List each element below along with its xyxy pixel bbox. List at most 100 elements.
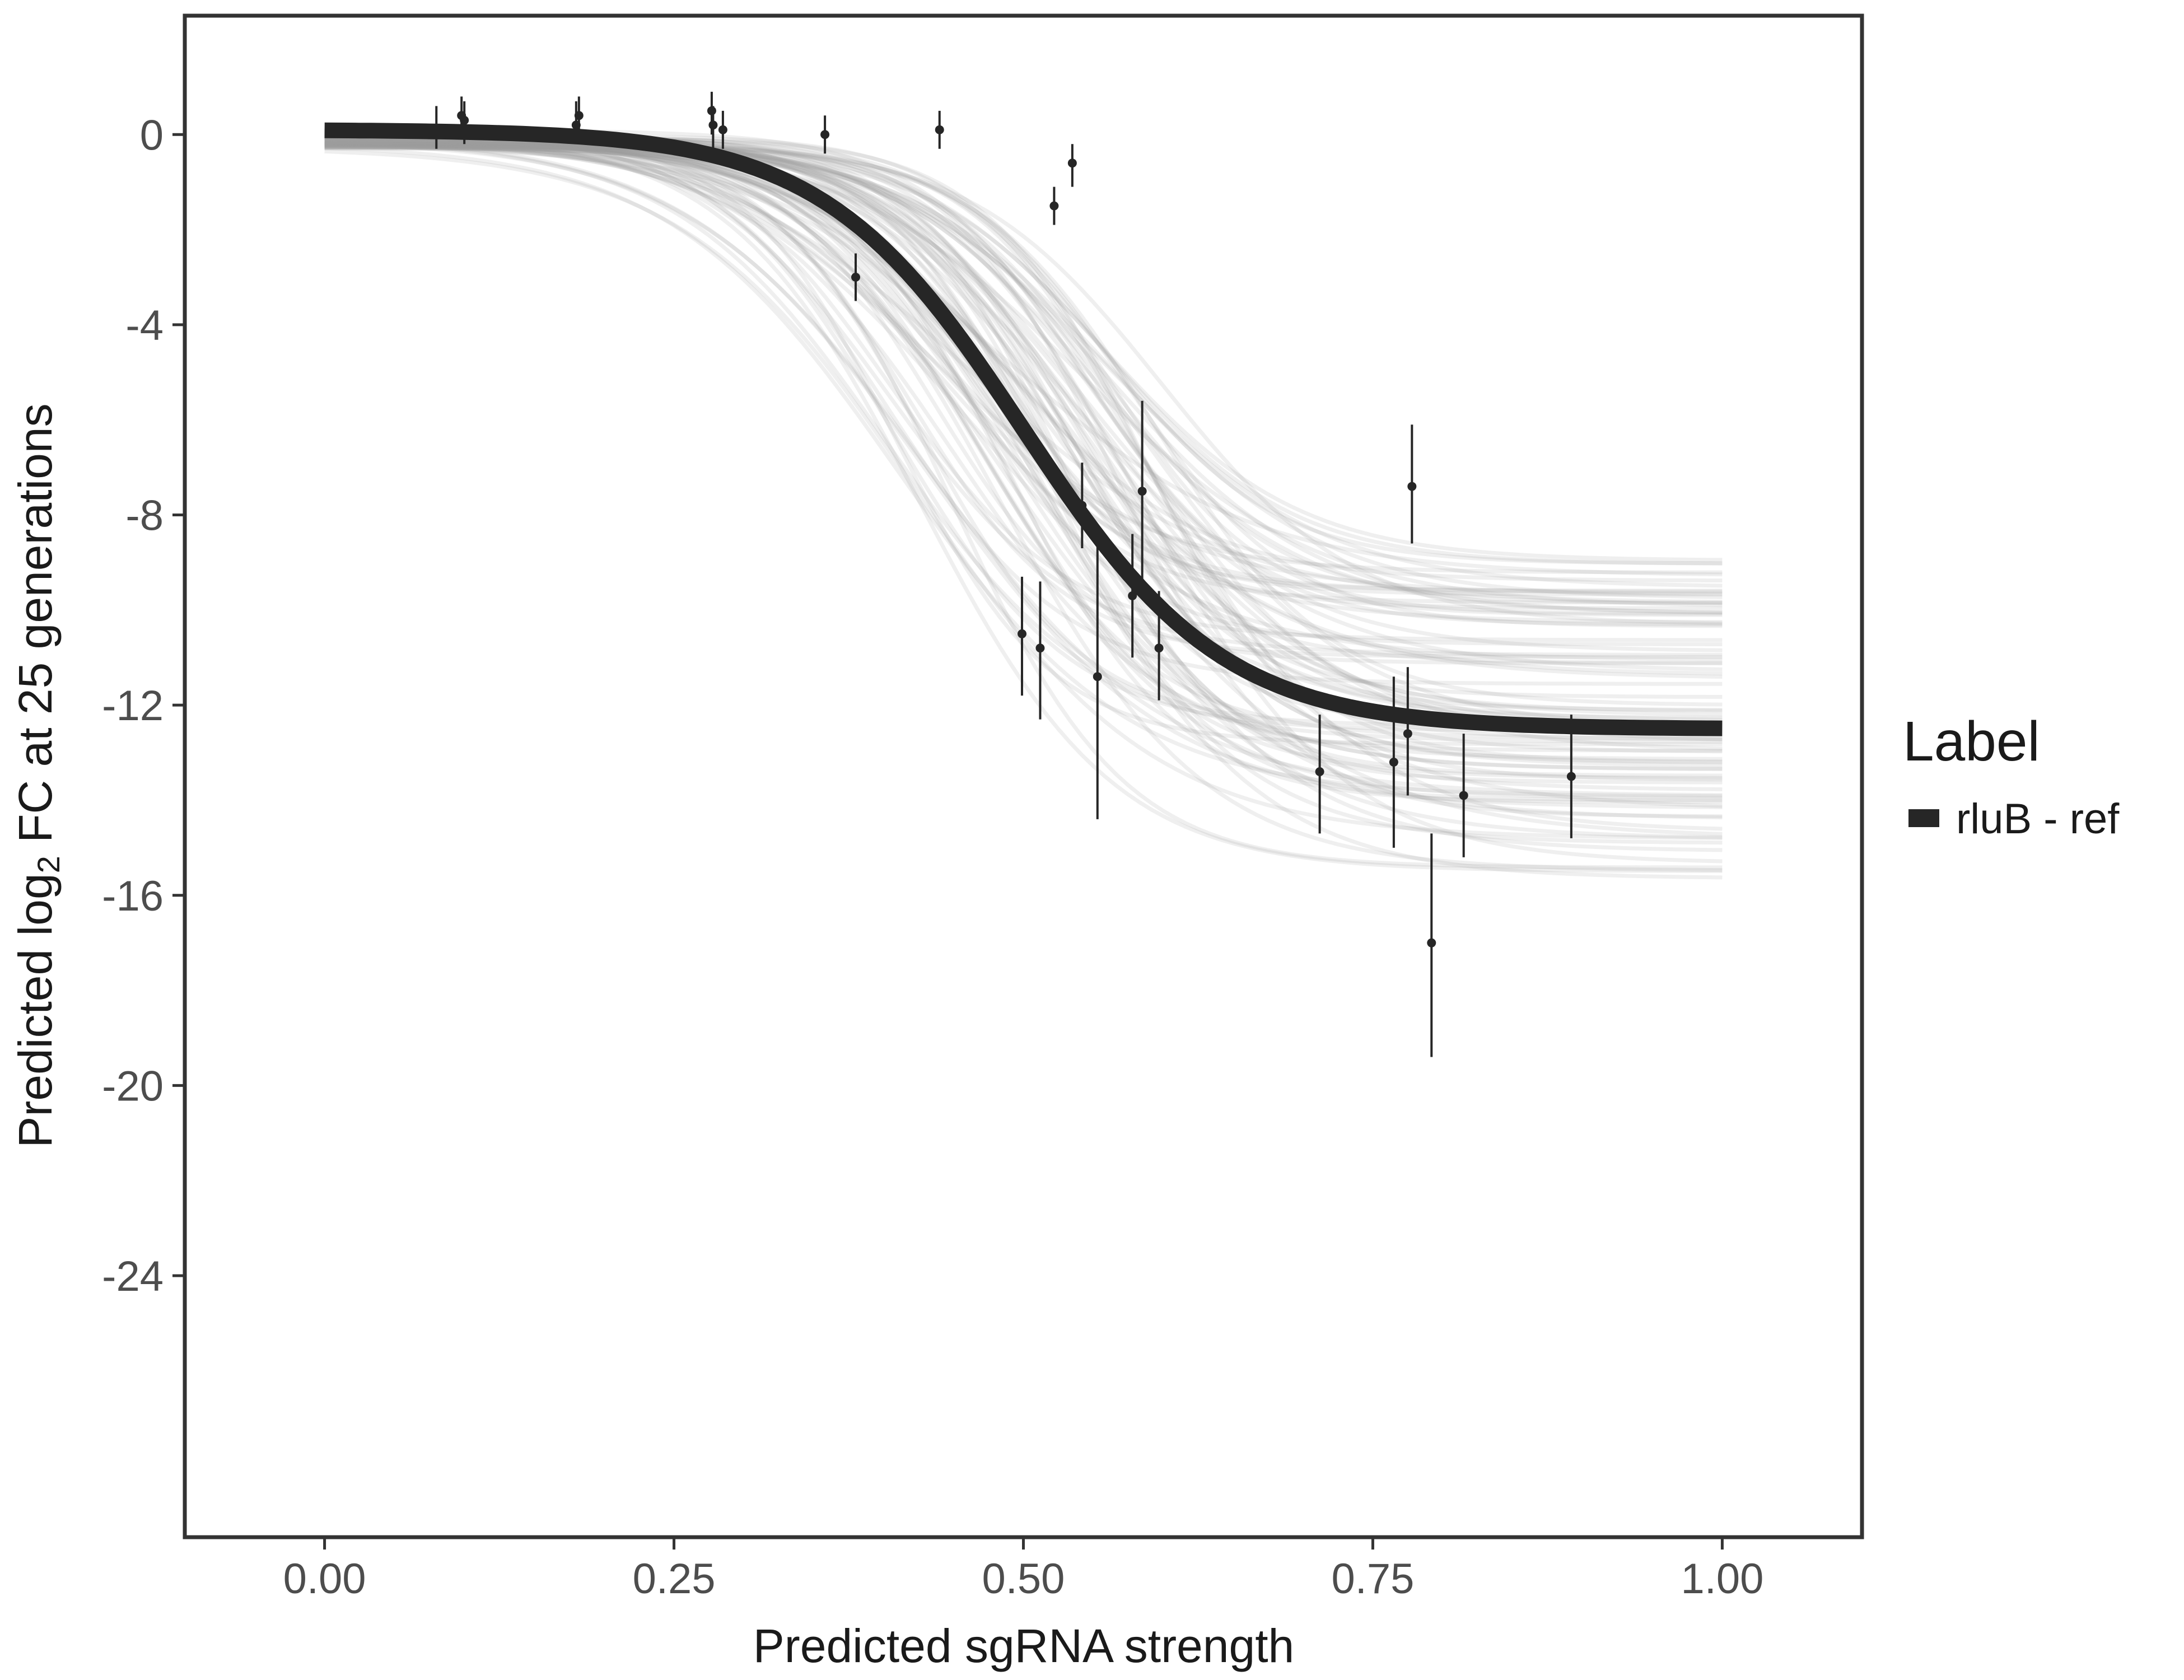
data-point (1154, 643, 1164, 653)
posterior-curve (324, 136, 1723, 659)
posterior-curve (324, 143, 1723, 699)
panel-border (183, 13, 1864, 1539)
posterior-curve (324, 138, 1723, 575)
posterior-curve (324, 143, 1723, 588)
posterior-curve (324, 144, 1723, 780)
data-point (1389, 758, 1398, 767)
posterior-curve (324, 141, 1723, 617)
posterior-curve (324, 130, 1723, 642)
x-axis-title: Predicted sgRNA strength (753, 1620, 1295, 1672)
fit-curve-layer (324, 122, 1723, 736)
data-point (1566, 772, 1576, 781)
posterior-curve (324, 141, 1723, 605)
data-point (1407, 482, 1417, 491)
posterior-curve (324, 141, 1723, 761)
y-tick-label: 0 (140, 111, 164, 159)
data-point (1137, 487, 1147, 496)
posterior-curve (324, 143, 1723, 791)
posterior-curve (324, 149, 1723, 840)
posterior-curve (324, 144, 1723, 566)
y-axis-title-subscript: 2 (31, 856, 66, 873)
posterior-curve (324, 143, 1723, 870)
posterior-curve (324, 141, 1723, 764)
posterior-curve (324, 141, 1723, 626)
data-point (432, 125, 441, 134)
data-point (460, 115, 469, 125)
x-axis: 0.00 0.25 0.50 0.75 1.00 (283, 1539, 1763, 1603)
posterior-curve (324, 146, 1723, 610)
legend-label: rluB - ref (1956, 795, 2120, 843)
posterior-curve (324, 141, 1723, 577)
posterior-curve (324, 135, 1723, 839)
data-point (820, 130, 830, 139)
data-point (1128, 591, 1137, 600)
posterior-curves (324, 128, 1723, 880)
data-point (1093, 672, 1102, 682)
data-point (1427, 938, 1436, 948)
posterior-curve (324, 143, 1723, 628)
y-tick-label: -20 (102, 1062, 164, 1110)
posterior-curve (324, 134, 1723, 722)
posterior-curve (324, 136, 1723, 657)
data-point (707, 106, 716, 115)
legend-title: Label (1903, 710, 2040, 773)
posterior-curve (324, 139, 1723, 596)
posterior-curve (324, 146, 1723, 753)
posterior-curve (324, 141, 1723, 845)
posterior-curve (324, 137, 1723, 608)
data-point (1403, 729, 1412, 739)
posterior-curve (324, 130, 1723, 686)
posterior-curve (324, 136, 1723, 661)
x-tick-label: 1.00 (1681, 1555, 1763, 1603)
x-tick-label: 0.75 (1331, 1555, 1414, 1603)
posterior-curve (324, 142, 1723, 744)
y-tick-label: -4 (125, 302, 164, 349)
posterior-curve (324, 137, 1723, 679)
posterior-curve (324, 144, 1723, 831)
legend-swatch (1908, 809, 1939, 827)
posterior-curve (324, 144, 1723, 707)
data-point (708, 120, 718, 130)
posterior-curve (324, 141, 1723, 713)
x-tick-label: 0.50 (982, 1555, 1065, 1603)
posterior-curve (324, 133, 1723, 873)
posterior-curve (324, 145, 1723, 805)
data-point (1049, 201, 1059, 211)
posterior-curve (324, 136, 1723, 771)
data-point (718, 125, 727, 134)
y-axis: 0 -4 -8 -12 -16 -20 -24 (102, 111, 183, 1300)
posterior-curve (324, 138, 1723, 676)
y-axis-title-main: Predicted log (9, 873, 62, 1147)
legend: Label rluB - ref (1903, 710, 2120, 843)
posterior-curve (324, 143, 1723, 729)
data-point (1077, 501, 1087, 510)
y-axis-title-rest: FC at 25 generations (9, 403, 62, 856)
posterior-curve (324, 142, 1723, 712)
data-point (1315, 767, 1324, 777)
posterior-curve (324, 141, 1723, 808)
data-point (935, 125, 944, 134)
posterior-curve (324, 137, 1723, 809)
posterior-curve (324, 133, 1723, 624)
posterior-curve (324, 142, 1723, 646)
y-axis-title: Predicted log2 FC at 25 generations (9, 403, 66, 1147)
posterior-curve (324, 139, 1723, 717)
y-tick-label: -24 (102, 1253, 164, 1300)
y-tick-label: -12 (102, 682, 164, 730)
data-point (1018, 629, 1027, 638)
data-point (1035, 643, 1045, 653)
data-point (851, 272, 860, 282)
fit-curve (324, 122, 1723, 736)
posterior-curve (324, 134, 1723, 801)
posterior-curve (324, 142, 1723, 771)
posterior-curve (324, 146, 1723, 778)
posterior-curve (324, 141, 1723, 880)
data-point (1067, 158, 1077, 168)
x-tick-label: 0.25 (633, 1555, 716, 1603)
data-point (574, 111, 584, 120)
posterior-curve (324, 143, 1723, 593)
y-tick-label: -16 (102, 872, 164, 920)
data-points (432, 91, 1576, 1057)
y-tick-label: -8 (125, 492, 164, 540)
